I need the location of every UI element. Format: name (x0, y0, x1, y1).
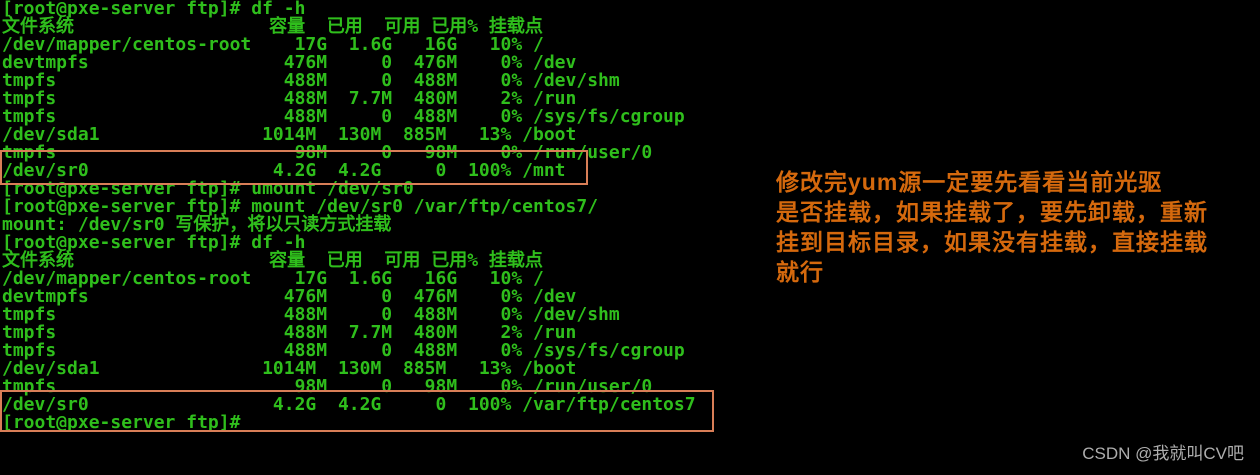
annotation-note: 修改完yum源一定要先看看当前光驱 是否挂载，如果挂载了，要先卸载，重新 挂到目… (776, 169, 1208, 285)
csdn-watermark: CSDN @我就叫CV吧 (1082, 444, 1244, 463)
terminal-output[interactable]: [root@pxe-server ftp]# df -h 文件系统 容量 已用 … (2, 0, 696, 433)
